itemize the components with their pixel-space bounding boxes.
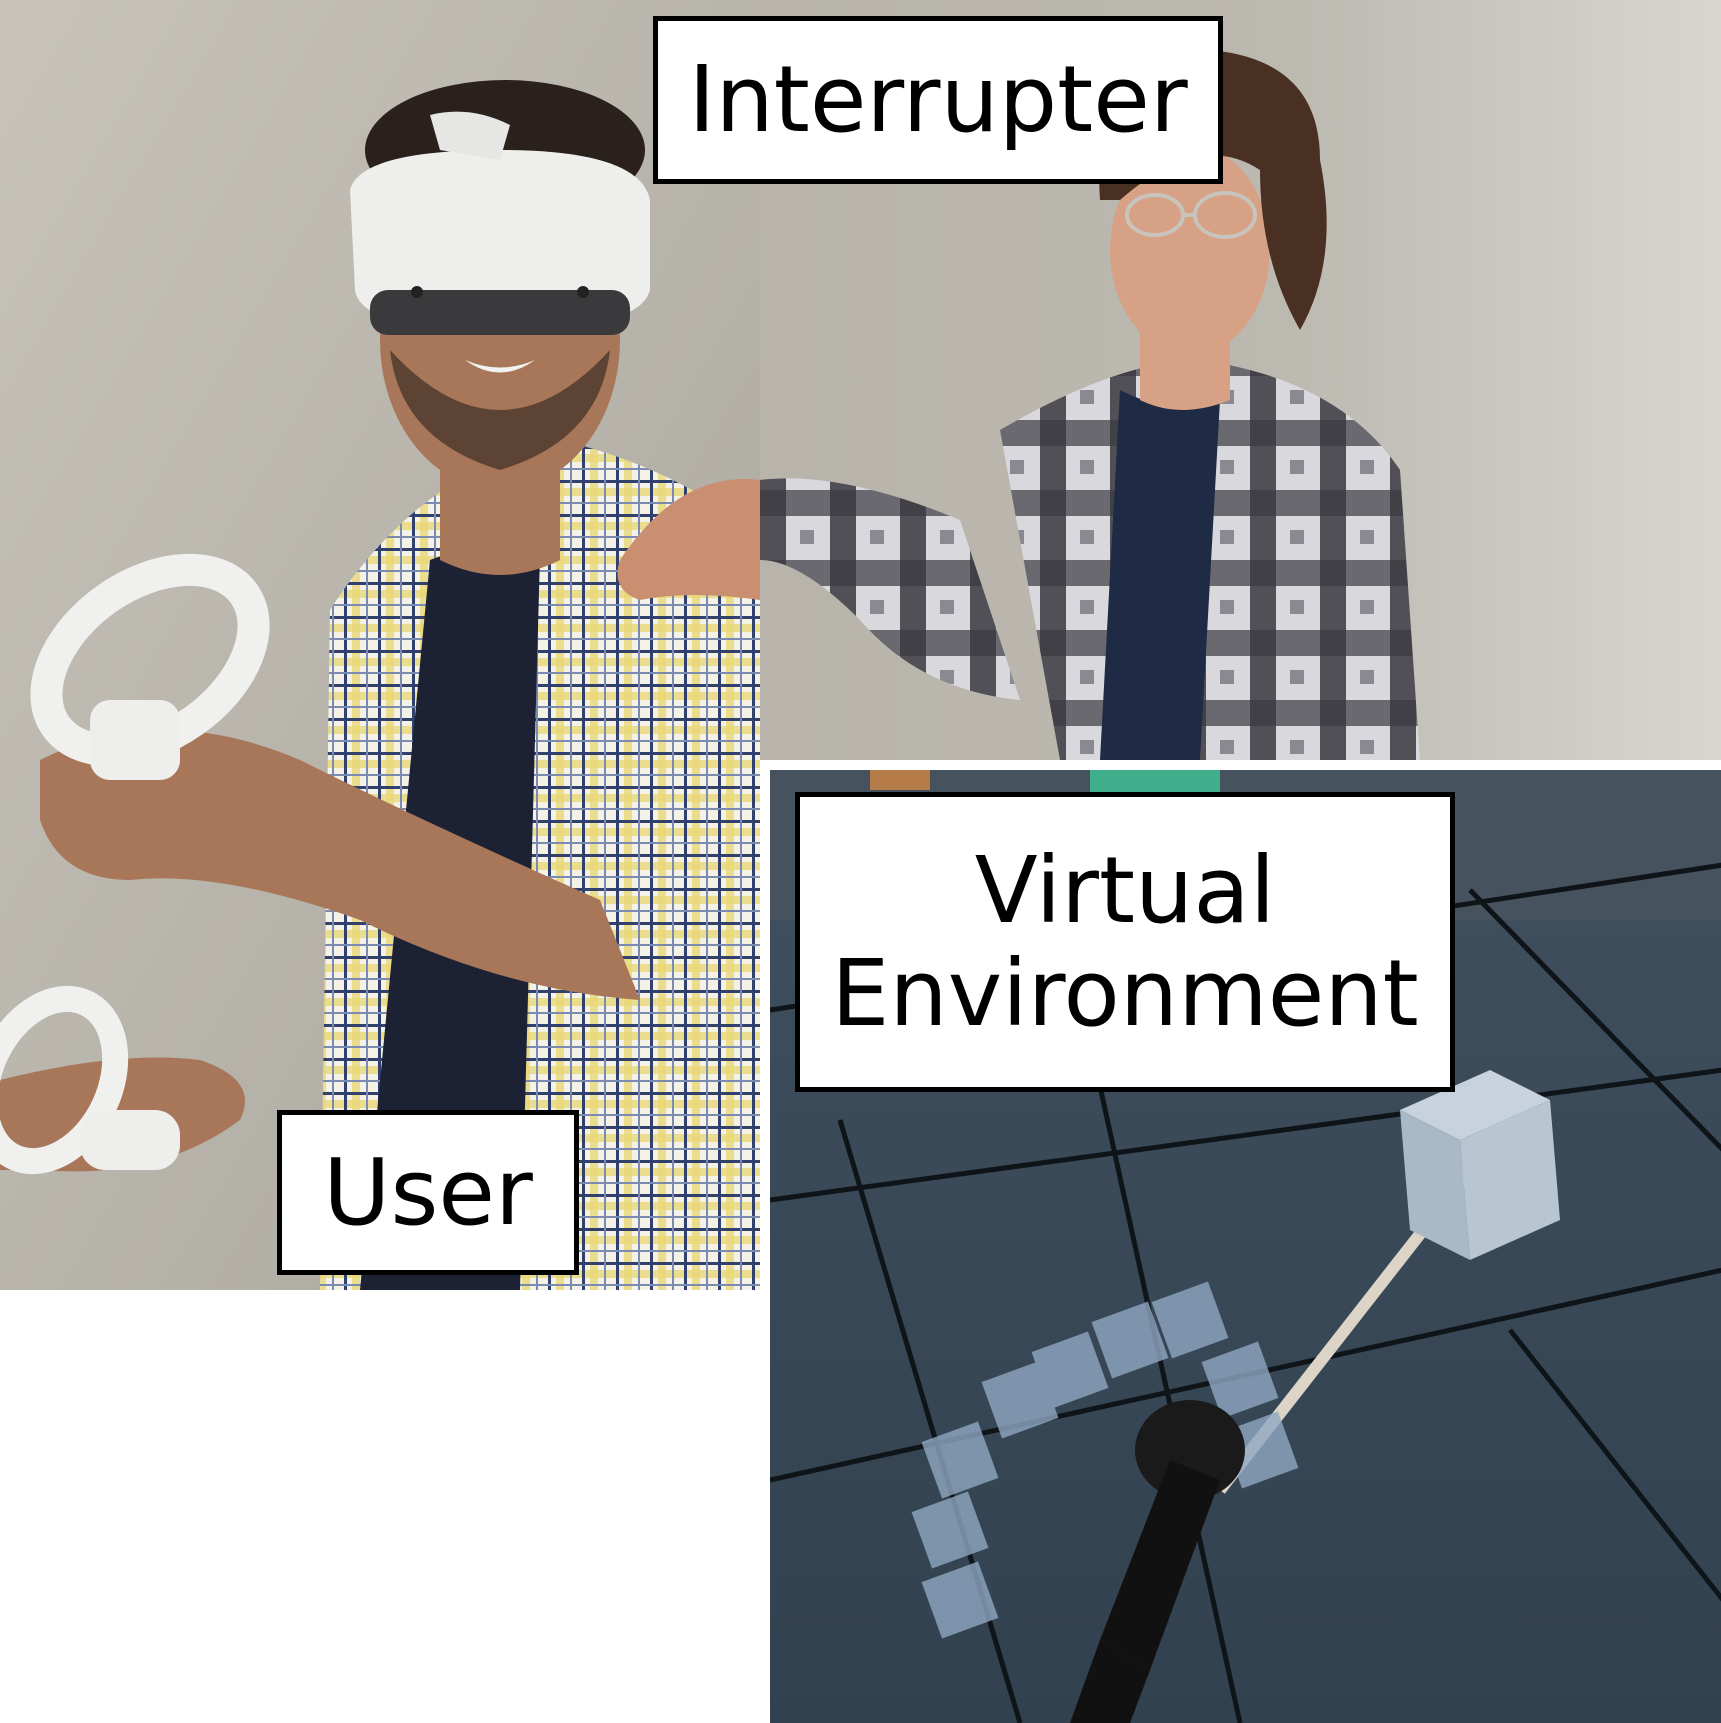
label-interrupter-text: Interrupter <box>688 46 1188 154</box>
label-virtual-environment: Virtual Environment <box>795 792 1455 1092</box>
label-virtual-environment-line2: Environment <box>831 940 1419 1047</box>
label-interrupter: Interrupter <box>653 16 1223 184</box>
label-user: User <box>277 1110 579 1275</box>
label-user-text: User <box>323 1138 533 1246</box>
photo-user-with-headset <box>0 0 760 1290</box>
label-virtual-environment-line1: Virtual <box>974 836 1276 944</box>
